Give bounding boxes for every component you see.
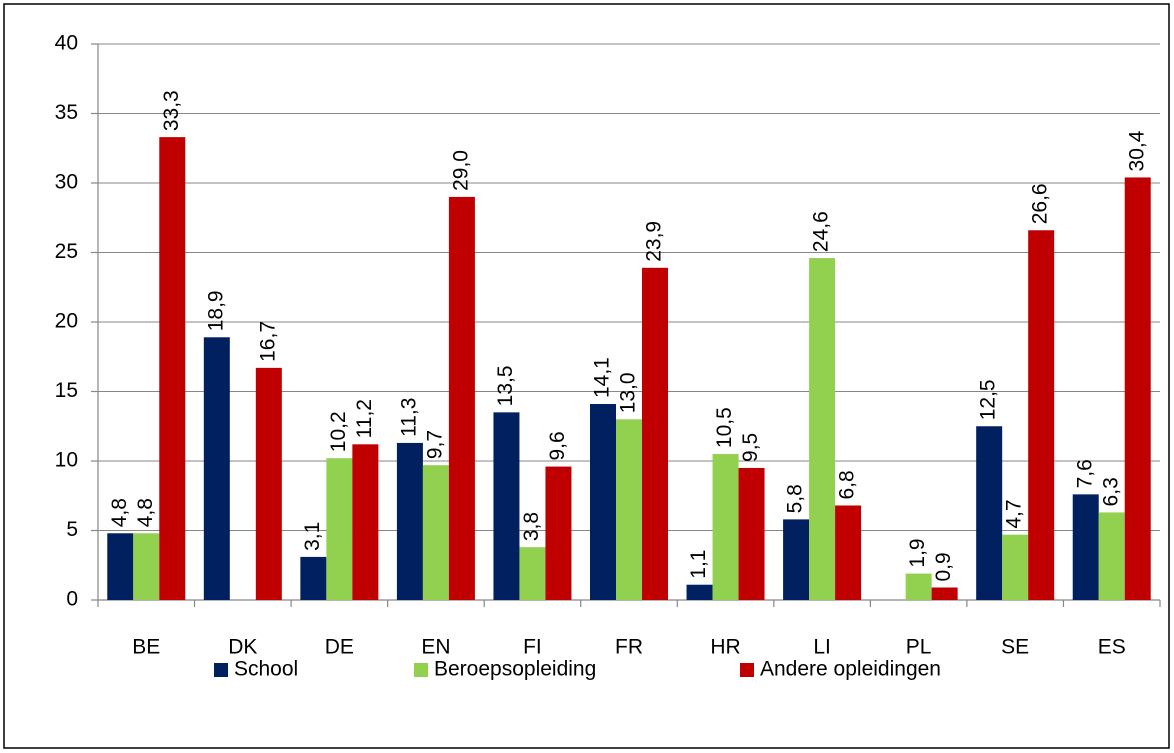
- bar: [255, 367, 282, 600]
- x-tick-label: SE: [1001, 636, 1029, 659]
- bar: [133, 533, 160, 600]
- bar: [493, 412, 520, 600]
- x-tick-label: BE: [132, 636, 160, 659]
- bar: [835, 505, 862, 600]
- x-tick-label: ES: [1098, 636, 1126, 659]
- y-tick-label: 15: [55, 379, 78, 402]
- legend-swatch: [740, 663, 754, 677]
- value-label: 1,1: [687, 550, 710, 579]
- y-tick-label: 40: [55, 32, 78, 55]
- x-tick-label: PL: [906, 636, 932, 659]
- value-label: 10,2: [327, 411, 350, 452]
- value-label: 9,6: [546, 431, 569, 460]
- legend-label: Andere opleidingen: [760, 658, 941, 681]
- value-label: 11,2: [353, 399, 376, 438]
- legend-swatch: [214, 663, 228, 677]
- bar: [300, 556, 327, 600]
- bar: [396, 442, 423, 600]
- value-label: 4,8: [134, 498, 157, 527]
- bar: [107, 533, 134, 600]
- y-tick-label: 30: [55, 171, 78, 194]
- x-tick-label: DK: [228, 636, 257, 659]
- bar: [931, 587, 958, 600]
- value-label: 33,3: [160, 90, 183, 131]
- value-label: 23,9: [643, 221, 666, 262]
- x-tick-label: LI: [813, 636, 831, 659]
- value-label: 14,1: [591, 357, 614, 398]
- bar: [783, 519, 810, 600]
- bar: [352, 444, 379, 600]
- value-label: 3,8: [520, 512, 543, 541]
- value-label: 0,9: [932, 552, 955, 581]
- bar: [976, 426, 1003, 600]
- legend-swatch: [414, 663, 428, 677]
- bar: [590, 404, 616, 600]
- x-tick-label: FI: [523, 636, 542, 659]
- bar: [616, 419, 642, 600]
- value-label: 18,9: [204, 290, 227, 331]
- legend-label: Beroepsopleiding: [434, 658, 596, 681]
- bar: [809, 258, 836, 600]
- y-tick-label: 10: [55, 449, 78, 472]
- value-label: 29,0: [449, 150, 472, 191]
- value-label: 13,5: [494, 365, 517, 406]
- y-tick-label: 35: [55, 101, 78, 124]
- value-label: 12,5: [977, 379, 1000, 420]
- bar: [738, 467, 765, 600]
- bar: [545, 466, 572, 600]
- bar: [326, 458, 353, 600]
- value-label: 4,8: [108, 498, 131, 527]
- bar: [203, 337, 230, 600]
- bar: [422, 465, 449, 600]
- chart-frame: [3, 3, 1170, 749]
- bar: [1028, 230, 1055, 600]
- value-label: 5,8: [784, 484, 807, 513]
- value-label: 10,5: [713, 407, 736, 448]
- bar: [1072, 494, 1099, 600]
- value-label: 30,4: [1125, 130, 1148, 171]
- bar: [159, 137, 186, 600]
- bar: [1124, 177, 1151, 600]
- value-label: 16,7: [256, 321, 279, 362]
- bar: [686, 584, 713, 600]
- value-label: 7,6: [1073, 459, 1096, 488]
- value-label: 9,5: [739, 433, 762, 462]
- bar: [448, 196, 475, 600]
- x-tick-label: HR: [710, 636, 740, 659]
- x-tick-label: EN: [421, 636, 450, 659]
- value-label: 3,1: [301, 522, 324, 551]
- value-label: 11,3: [397, 398, 420, 437]
- value-label: 24,6: [810, 211, 833, 252]
- bar: [642, 267, 668, 600]
- y-tick-label: 20: [55, 310, 78, 333]
- bar: [712, 454, 739, 600]
- x-tick-label: FR: [615, 636, 643, 659]
- value-label: 9,7: [423, 430, 446, 459]
- value-label: 6,3: [1099, 477, 1122, 506]
- legend-label: School: [234, 658, 298, 681]
- y-tick-label: 0: [66, 588, 78, 611]
- bar: [1098, 512, 1125, 600]
- value-label: 26,6: [1029, 183, 1052, 224]
- value-label: 1,9: [906, 538, 929, 567]
- value-label: 4,7: [1003, 499, 1026, 528]
- bar: [1002, 534, 1029, 600]
- bar: [905, 573, 932, 600]
- y-tick-label: 5: [66, 518, 78, 541]
- bar: [519, 547, 546, 600]
- value-label: 13,0: [617, 372, 640, 413]
- value-label: 6,8: [836, 470, 859, 499]
- y-tick-label: 25: [55, 240, 78, 263]
- x-tick-label: DE: [325, 636, 354, 659]
